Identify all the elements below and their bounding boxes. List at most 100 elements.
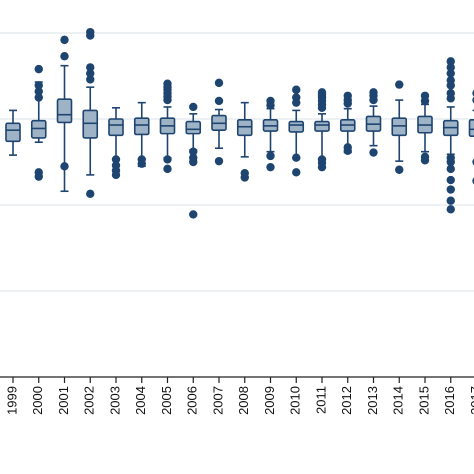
box-2016: [442, 57, 459, 214]
outlier-point: [34, 168, 43, 177]
box-2003: [108, 107, 124, 180]
outlier-point: [446, 76, 455, 85]
x-tick-label: 1999: [4, 386, 19, 415]
outlier-point: [214, 78, 224, 88]
box-iqr: [5, 122, 21, 143]
outlier-point: [189, 147, 198, 156]
x-tick-label: 2003: [107, 386, 122, 415]
outlier-point: [369, 88, 378, 97]
x-tick-label: 2014: [391, 386, 406, 415]
outlier-point: [189, 102, 198, 112]
outlier-point: [60, 35, 69, 45]
x-tick-label: 2004: [133, 386, 148, 415]
x-tick-label: 2017: [468, 386, 474, 415]
outlier-point: [189, 210, 198, 219]
outlier-point: [446, 153, 455, 162]
x-axis: 1999 2000 2001 2002 2003 2004 2005 2006 2007 2008…: [0, 376, 474, 415]
x-tick-label: 2000: [30, 386, 45, 415]
outlier-point: [292, 153, 301, 162]
x-tick-label: 2015: [416, 386, 431, 415]
box-2004: [133, 101, 150, 168]
outlier-point: [111, 155, 121, 164]
box-iqr: [185, 120, 202, 135]
x-tick-label: 2008: [236, 386, 251, 415]
outlier-point: [137, 155, 146, 164]
outlier-point: [214, 156, 224, 166]
box-1999: [5, 109, 21, 156]
outlier-point: [34, 87, 43, 96]
x-tick-label: 2005: [159, 386, 174, 415]
box-iqr: [288, 120, 305, 133]
x-tick-label: 2009: [262, 386, 277, 415]
outlier-point: [266, 151, 275, 161]
outlier-point: [240, 168, 249, 178]
outlier-point: [292, 85, 301, 94]
outlier-point: [86, 75, 95, 84]
box-2000: [30, 64, 47, 181]
outlier-point: [86, 63, 95, 72]
box-iqr: [30, 119, 47, 139]
box-2017: [468, 89, 474, 185]
outlier-point: [343, 143, 352, 152]
box-iqr: [236, 119, 253, 137]
outlier-point: [446, 57, 455, 66]
box-2012: [339, 91, 356, 156]
outlier-point: [189, 153, 198, 162]
box-iqr: [56, 98, 73, 124]
x-tick-label: 2013: [365, 386, 380, 415]
x-tick-label: 2012: [339, 386, 354, 415]
outlier-point: [446, 164, 455, 174]
outlier-point: [446, 205, 455, 214]
x-tick-label: 2016: [442, 386, 457, 415]
box-iqr: [314, 120, 330, 132]
outlier-point: [446, 175, 455, 185]
gridlines: [0, 32, 474, 292]
x-tick-label: 2011: [313, 386, 328, 414]
box-iqr: [468, 119, 474, 137]
outlier-point: [343, 91, 352, 100]
outlier-point: [369, 148, 378, 157]
outlier-point: [292, 168, 301, 177]
outlier-point: [317, 88, 327, 97]
outlier-point: [395, 80, 404, 89]
outlier-point: [420, 152, 430, 162]
x-tick-label: 2006: [185, 386, 200, 415]
outlier-point: [111, 161, 121, 170]
outlier-point: [266, 96, 275, 106]
box-2007: [211, 78, 227, 166]
box-iqr: [391, 117, 408, 137]
box-2011: [314, 88, 330, 172]
x-tick-label: 2010: [288, 386, 303, 415]
outlier-point: [163, 79, 172, 88]
outlier-point: [60, 162, 69, 171]
box-iqr: [82, 109, 99, 139]
outlier-point: [446, 185, 455, 194]
box-2008: [236, 101, 253, 182]
outlier-point: [34, 81, 43, 90]
boxes: [5, 27, 474, 219]
outlier-point: [446, 69, 455, 78]
box-2005: [159, 79, 176, 174]
outlier-point: [292, 93, 301, 102]
outlier-point: [86, 69, 95, 78]
box-2006: [185, 102, 202, 219]
outlier-point: [317, 155, 327, 164]
outlier-point: [86, 189, 95, 199]
box-2009: [262, 96, 279, 172]
outlier-point: [214, 96, 224, 106]
outlier-point: [446, 63, 455, 72]
outlier-point: [163, 164, 172, 174]
box-2015: [417, 91, 433, 165]
box-2014: [391, 80, 408, 174]
outlier-point: [266, 162, 275, 172]
outlier-point: [60, 52, 69, 61]
x-tick-label: 2002: [82, 386, 97, 415]
x-tick-label: 2007: [210, 386, 225, 415]
box-iqr: [133, 117, 150, 136]
outlier-point: [163, 155, 172, 164]
outlier-point: [395, 165, 404, 174]
outlier-point: [446, 89, 455, 98]
outlier-point: [86, 27, 95, 37]
box-2002: [82, 27, 99, 199]
